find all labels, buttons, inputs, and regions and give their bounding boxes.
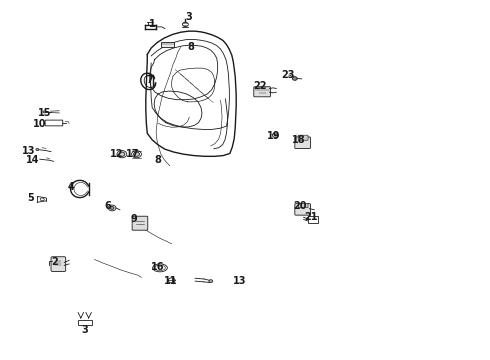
Text: 5: 5 (27, 193, 34, 203)
Circle shape (209, 280, 213, 283)
Text: 16: 16 (151, 262, 165, 272)
FancyBboxPatch shape (45, 120, 63, 126)
Text: 18: 18 (292, 135, 306, 145)
Text: 10: 10 (33, 120, 47, 129)
Text: 13: 13 (233, 276, 247, 286)
FancyBboxPatch shape (51, 257, 66, 271)
Circle shape (108, 205, 116, 211)
Circle shape (182, 22, 188, 27)
FancyBboxPatch shape (132, 216, 148, 230)
FancyBboxPatch shape (295, 137, 311, 148)
Text: 17: 17 (126, 149, 139, 159)
Circle shape (272, 133, 278, 137)
Circle shape (117, 150, 127, 158)
Circle shape (293, 77, 297, 80)
Circle shape (36, 148, 39, 150)
Text: 12: 12 (110, 149, 123, 159)
Text: 3: 3 (81, 325, 88, 335)
Text: 19: 19 (267, 131, 280, 141)
Circle shape (119, 152, 125, 156)
Circle shape (274, 134, 276, 136)
Text: 9: 9 (131, 214, 138, 224)
Circle shape (40, 198, 44, 201)
Text: 8: 8 (154, 154, 162, 165)
Circle shape (110, 207, 114, 210)
Text: 2: 2 (51, 257, 58, 267)
Circle shape (168, 278, 175, 283)
Text: 7: 7 (147, 75, 153, 85)
Text: 14: 14 (25, 155, 39, 165)
Text: 22: 22 (253, 81, 267, 91)
Text: 20: 20 (293, 201, 306, 211)
Bar (161, 42, 173, 47)
Circle shape (134, 152, 140, 156)
Text: 21: 21 (304, 212, 318, 221)
Text: 3: 3 (185, 12, 192, 22)
Text: 6: 6 (105, 201, 112, 211)
Text: 11: 11 (164, 276, 177, 286)
Bar (308, 216, 319, 223)
Circle shape (132, 150, 142, 158)
FancyBboxPatch shape (254, 87, 270, 97)
Text: 13: 13 (22, 145, 36, 156)
FancyBboxPatch shape (298, 135, 308, 140)
Bar (78, 320, 92, 324)
Text: 1: 1 (149, 19, 155, 29)
Text: 4: 4 (67, 182, 74, 192)
FancyBboxPatch shape (298, 203, 308, 208)
Text: 15: 15 (38, 108, 51, 118)
Circle shape (43, 111, 46, 113)
FancyBboxPatch shape (295, 204, 311, 215)
Text: 8: 8 (188, 42, 195, 52)
Text: 23: 23 (281, 70, 295, 80)
